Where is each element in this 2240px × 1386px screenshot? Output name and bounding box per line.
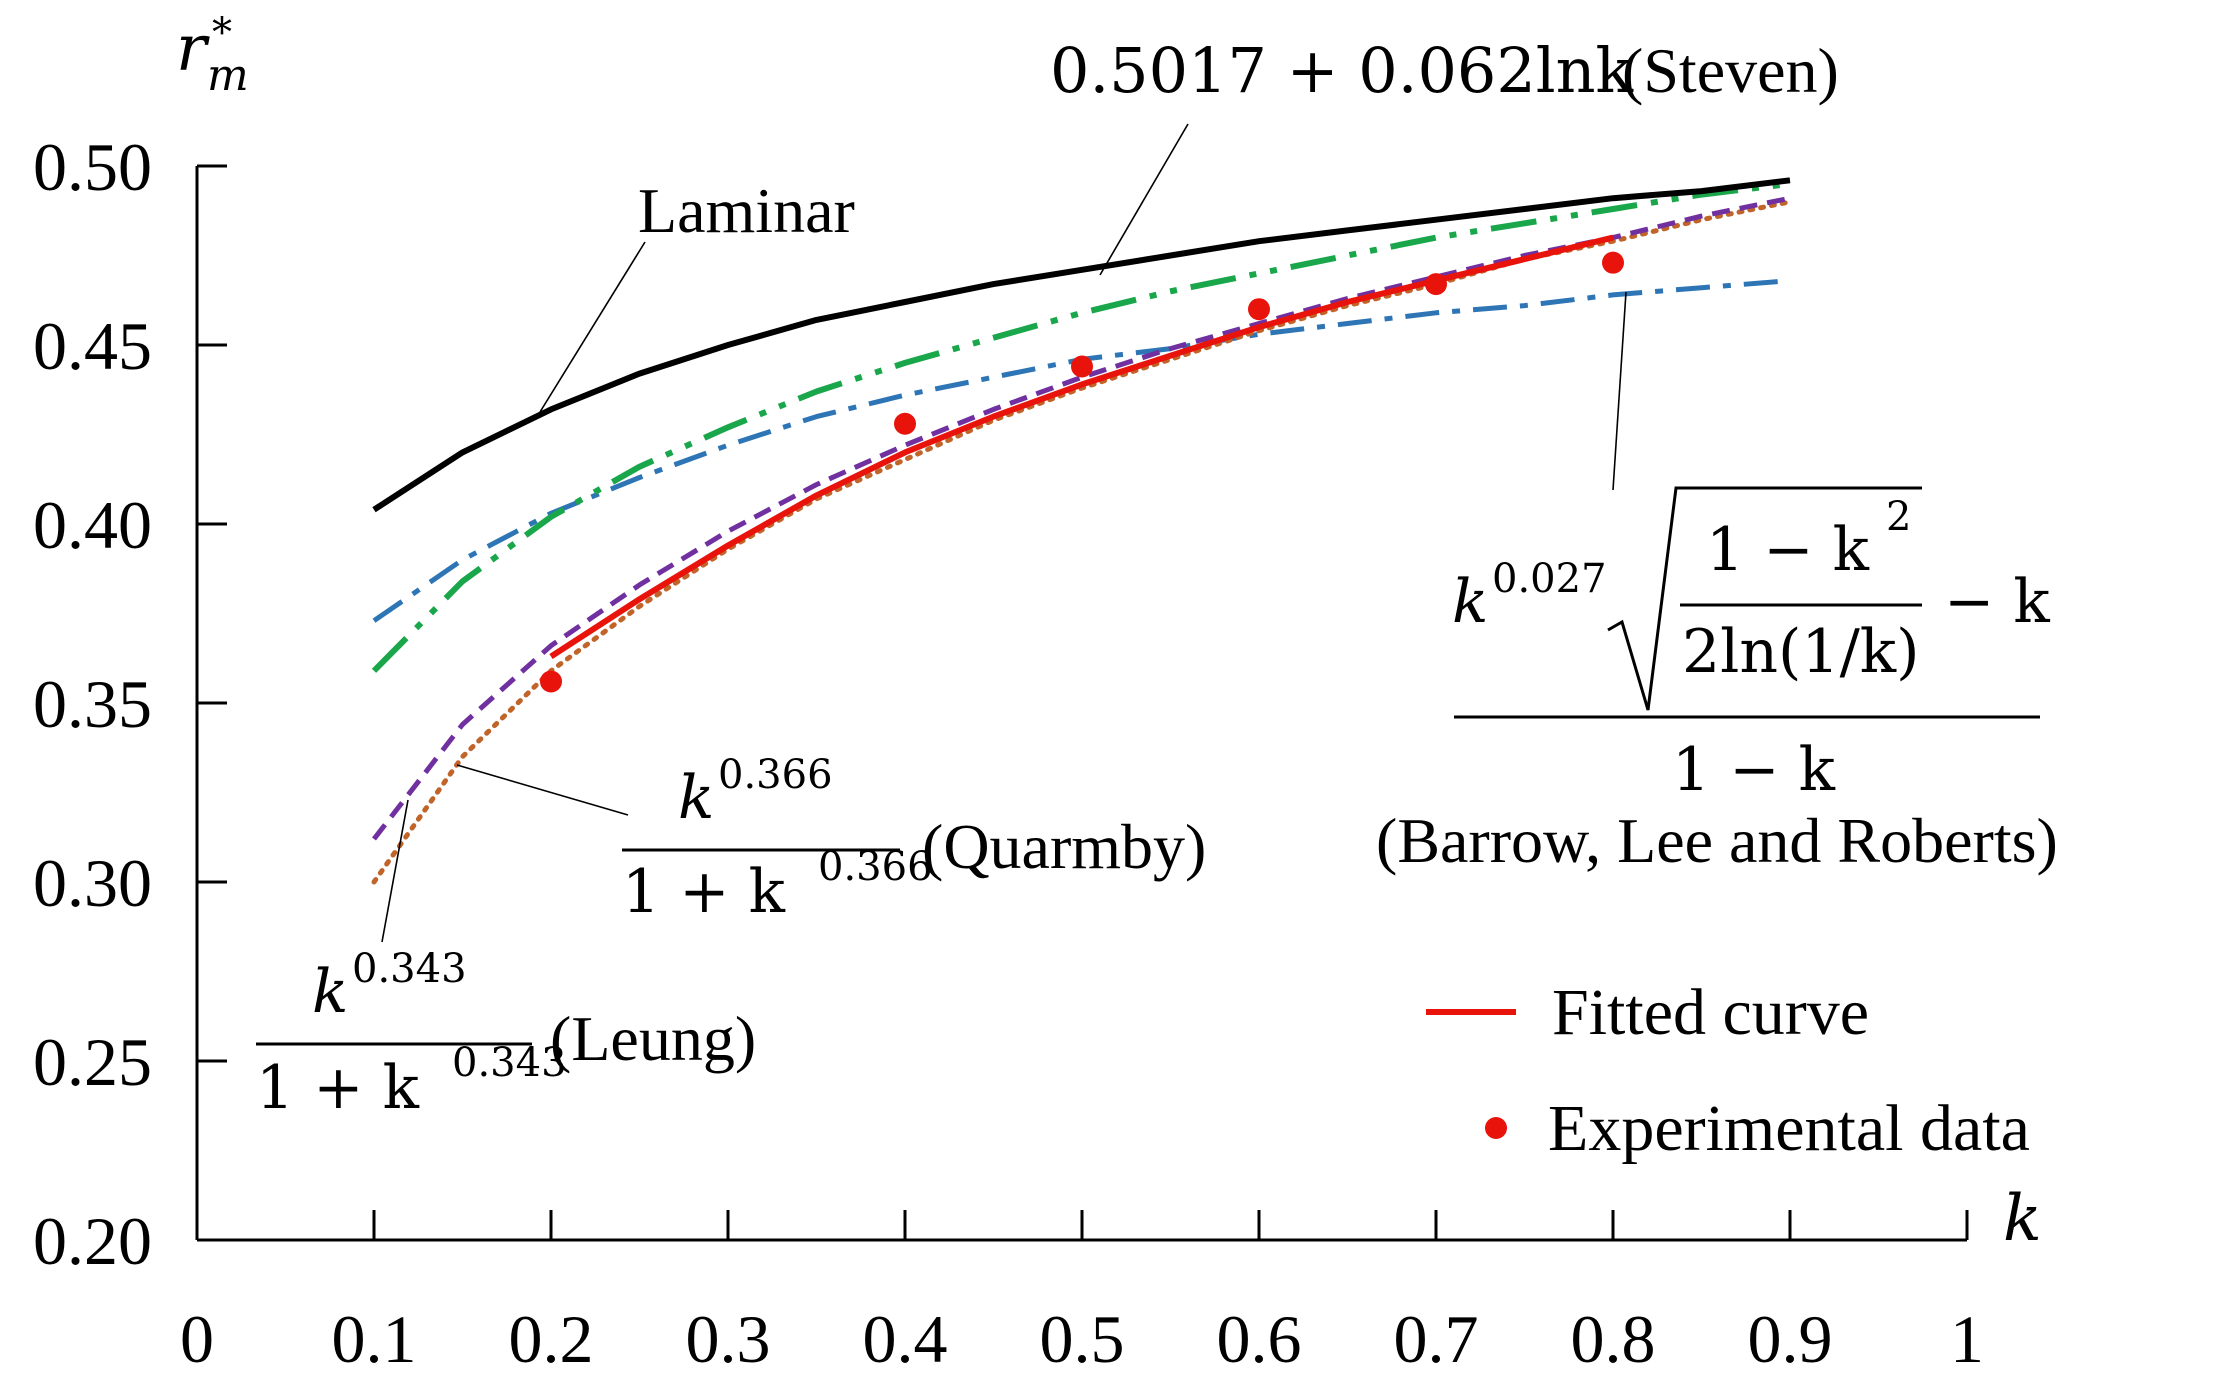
quarmby-name: (Quarmby) xyxy=(922,811,1206,882)
series-line-quarmby xyxy=(371,199,1793,885)
barrow-annotation: k 0.027 1 − k 2 2ln(1/k) − k 1 − k (Barr… xyxy=(1376,486,2058,876)
barrow-sqrt-sign xyxy=(1607,486,1922,711)
leader-lines xyxy=(381,123,1627,943)
x-tick-label: 0.1 xyxy=(332,1301,417,1377)
barrow-bottom: 1 − k xyxy=(1672,735,1836,805)
x-tick-label: 1 xyxy=(1950,1301,1984,1377)
x-tick-label: 0.6 xyxy=(1217,1301,1302,1377)
laminar-leader xyxy=(539,241,646,413)
leung-exponent: 0.343 xyxy=(352,946,467,992)
experimental-point xyxy=(1602,251,1624,274)
barrow-numerator: 1 − k xyxy=(1706,515,1870,585)
y-tick-label: 0.35 xyxy=(33,666,152,742)
x-tick-label: 0.8 xyxy=(1571,1301,1656,1377)
leung-leader xyxy=(381,799,409,943)
experimental-point xyxy=(1425,273,1447,296)
steven-leader xyxy=(1099,123,1189,276)
x-tick-label: 0.9 xyxy=(1748,1301,1833,1377)
barrow-numerator-exp: 2 xyxy=(1886,494,1911,540)
experimental-point xyxy=(894,412,916,435)
y-axis-label: r m * xyxy=(176,10,249,101)
experimental-point xyxy=(540,670,562,693)
y-tick-label: 0.40 xyxy=(33,487,152,563)
y-axis-label-star: * xyxy=(212,10,232,56)
y-tick-label: 0.20 xyxy=(33,1203,152,1279)
quarmby-leader xyxy=(456,764,629,816)
barrow-denominator: 2ln(1/k) xyxy=(1682,617,1920,687)
leung-k: k xyxy=(312,957,348,1027)
series-line-laminar xyxy=(372,177,1791,513)
leung-denominator: 1 + k xyxy=(256,1053,420,1123)
legend-experimental-label: Experimental data xyxy=(1548,1092,2030,1165)
experimental-point xyxy=(1071,355,1093,378)
x-axis-label: k xyxy=(2003,1182,2042,1256)
quarmby-den-exponent: 0.366 xyxy=(818,844,933,890)
x-tick-label: 0 xyxy=(180,1301,214,1377)
y-axis-label-r: r xyxy=(176,12,210,86)
leung-den-exponent: 0.343 xyxy=(452,1040,567,1086)
series-line-steven xyxy=(371,180,1791,673)
steven-annotation: 0.5017 + 0.062lnk (Steven) xyxy=(1050,34,1839,107)
y-tick-label: 0.50 xyxy=(33,129,152,205)
leung-annotation: k 0.343 1 + k 0.343 (Leung) xyxy=(256,946,756,1123)
series-group xyxy=(371,177,1793,885)
legend: Fitted curve Experimental data xyxy=(1426,976,2030,1165)
legend-fitted-label: Fitted curve xyxy=(1552,976,1869,1049)
barrow-leader xyxy=(1612,291,1627,491)
barrow-minus-k: − k xyxy=(1944,567,2050,637)
laminar-label: Laminar xyxy=(638,175,855,246)
x-tick-label: 0.4 xyxy=(863,1301,948,1377)
series-line-leung xyxy=(372,195,1791,841)
quarmby-k: k xyxy=(678,763,714,833)
y-ticks: 0.20 0.25 0.30 0.35 0.40 0.45 0.50 xyxy=(33,129,227,1279)
x-tick-label: 0.3 xyxy=(686,1301,771,1377)
quarmby-annotation: k 0.366 1 + k 0.366 (Quarmby) xyxy=(622,752,1206,927)
barrow-k: k xyxy=(1452,567,1488,637)
steven-name: (Steven) xyxy=(1622,35,1839,106)
steven-formula: 0.5017 + 0.062lnk xyxy=(1050,34,1634,107)
y-tick-label: 0.30 xyxy=(33,845,152,921)
y-tick-label: 0.45 xyxy=(33,308,152,384)
x-tick-label: 0.2 xyxy=(509,1301,594,1377)
x-ticks: 0 0.1 0.2 0.3 0.4 0.5 0.6 0.7 0.8 0.9 1 xyxy=(180,1210,1984,1377)
legend-experimental-swatch xyxy=(1485,1117,1507,1139)
leung-name: (Leung) xyxy=(550,1003,756,1074)
experimental-points xyxy=(540,251,1624,693)
y-tick-label: 0.25 xyxy=(33,1024,152,1100)
quarmby-denominator: 1 + k xyxy=(622,857,786,927)
y-axis-label-sub: m xyxy=(207,50,249,101)
x-tick-label: 0.7 xyxy=(1394,1301,1479,1377)
barrow-exponent: 0.027 xyxy=(1492,556,1607,602)
x-tick-label: 0.5 xyxy=(1040,1301,1125,1377)
quarmby-exponent: 0.366 xyxy=(718,752,833,798)
barrow-name: (Barrow, Lee and Roberts) xyxy=(1376,805,2058,876)
experimental-point xyxy=(1248,298,1270,321)
